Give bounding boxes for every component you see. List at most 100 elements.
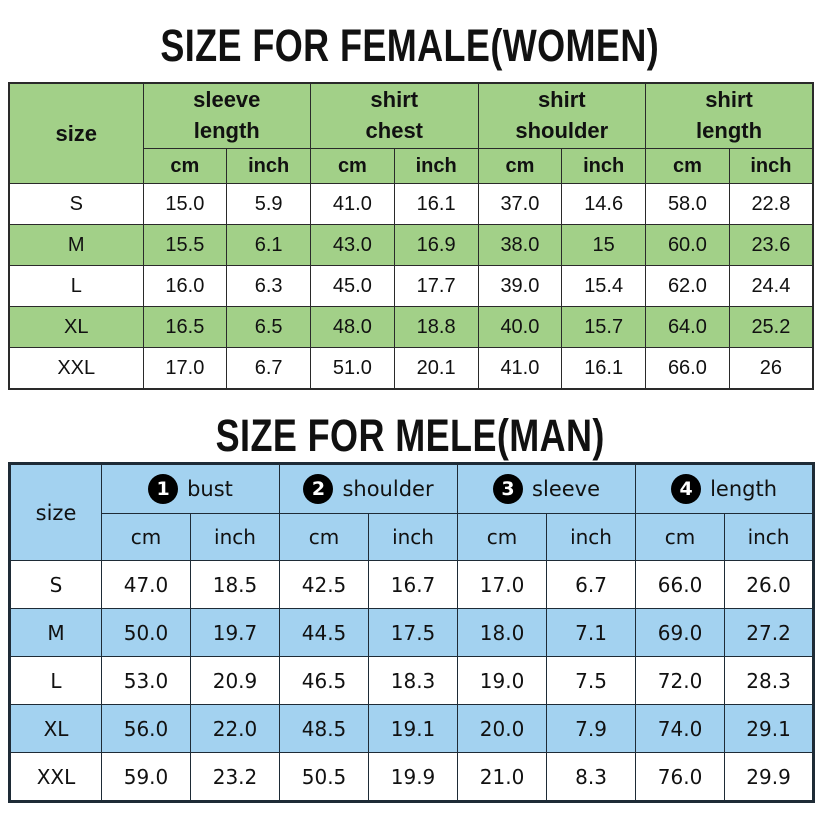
value-cell: 53.0 — [101, 656, 191, 705]
value-cell: 72.0 — [635, 656, 726, 705]
value-cell: 6.5 — [226, 306, 312, 348]
value-cell: 66.0 — [635, 560, 726, 609]
group-label-line: shirt — [705, 87, 753, 113]
male-unit-header-row: cm inch cm inch cm inch cm inch — [10, 513, 815, 561]
unit-header-cm: cm — [310, 148, 395, 184]
unit-header-inch: inch — [189, 513, 281, 561]
female-group-header-shirt-chest: shirt chest — [310, 82, 479, 149]
value-cell: 23.2 — [189, 752, 281, 802]
value-cell: 60.0 — [645, 224, 730, 266]
value-cell: 18.0 — [457, 608, 548, 657]
value-cell: 8.3 — [546, 752, 637, 802]
size-label: S — [8, 183, 144, 225]
unit-header-inch: inch — [546, 513, 637, 561]
value-cell: 15.4 — [561, 265, 647, 307]
value-cell: 37.0 — [477, 183, 563, 225]
value-cell: 6.3 — [226, 265, 312, 307]
value-cell: 64.0 — [645, 306, 730, 348]
group-label-line: length — [193, 118, 260, 143]
value-cell: 25.2 — [728, 306, 814, 348]
value-cell: 29.1 — [724, 704, 815, 753]
female-size-table: size sleeve length shirt chest shirt sho… — [8, 82, 815, 390]
female-table-title-text: SIZE FOR FEMALE(WOMEN) — [160, 20, 660, 71]
value-cell: 20.9 — [189, 656, 281, 705]
unit-header-cm: cm — [142, 148, 228, 184]
value-cell: 6.1 — [226, 224, 312, 266]
unit-header-inch: inch — [724, 513, 815, 561]
group-label-line: length — [696, 118, 763, 143]
female-table-title: SIZE FOR FEMALE(WOMEN) — [0, 20, 820, 72]
male-row-xxl: XXL 59.0 23.2 50.5 19.9 21.0 8.3 76.0 29… — [9, 752, 815, 802]
group-label: sleeve — [532, 477, 601, 501]
value-cell: 42.5 — [279, 560, 370, 609]
value-cell: 46.5 — [279, 656, 370, 705]
value-cell: 16.5 — [142, 306, 228, 348]
group-label-line: chest — [365, 118, 424, 143]
value-cell: 48.0 — [310, 306, 395, 348]
unit-header-inch: inch — [561, 148, 647, 184]
value-cell: 18.3 — [368, 656, 459, 705]
value-cell: 17.7 — [393, 265, 479, 307]
male-row-m: M 50.0 19.7 44.5 17.5 18.0 7.1 69.0 27.2 — [9, 608, 815, 657]
value-cell: 19.7 — [189, 608, 281, 657]
male-group-header-bust: 1 bust — [100, 463, 281, 514]
value-cell: 48.5 — [279, 704, 370, 753]
group-label-line: shirt — [537, 87, 586, 113]
female-row-xl: XL 16.5 6.5 48.0 18.8 40.0 15.7 64.0 25.… — [8, 306, 814, 348]
value-cell: 18.5 — [189, 560, 281, 609]
size-label: L — [9, 656, 102, 705]
female-group-header-row: size sleeve length shirt chest shirt sho… — [8, 82, 814, 184]
male-table-title: SIZE FOR MELE(MAN) — [0, 410, 820, 462]
circled-number-4-icon: 4 — [671, 474, 702, 504]
value-cell: 44.5 — [279, 608, 370, 657]
value-cell: 38.0 — [477, 224, 563, 266]
unit-header-inch: inch — [728, 148, 814, 184]
size-label: M — [9, 608, 102, 657]
unit-header-cm: cm — [645, 148, 730, 184]
group-label: length — [710, 477, 777, 501]
value-cell: 17.5 — [368, 608, 459, 657]
male-group-header-row: size 1 bust 2 shoulder 3 sleeve 4 length — [9, 463, 815, 561]
value-cell: 5.9 — [226, 183, 312, 225]
value-cell: 19.0 — [457, 656, 548, 705]
female-row-m: M 15.5 6.1 43.0 16.9 38.0 15 60.0 23.6 — [8, 224, 814, 266]
value-cell: 16.0 — [142, 265, 228, 307]
value-cell: 26 — [728, 347, 814, 390]
value-cell: 15.5 — [142, 224, 228, 266]
value-cell: 16.9 — [393, 224, 479, 266]
group-label-line: shoulder — [515, 118, 609, 143]
value-cell: 51.0 — [310, 347, 395, 390]
value-cell: 14.6 — [561, 183, 647, 225]
group-label-line: sleeve — [193, 87, 261, 113]
value-cell: 26.0 — [724, 560, 815, 609]
group-label: shoulder — [342, 477, 434, 501]
size-label: M — [8, 224, 144, 266]
male-row-s: S 47.0 18.5 42.5 16.7 17.0 6.7 66.0 26.0 — [9, 560, 815, 609]
size-label: XL — [8, 306, 144, 348]
male-group-header-shoulder: 2 shoulder — [279, 463, 459, 514]
female-row-l: L 16.0 6.3 45.0 17.7 39.0 15.4 62.0 24.4 — [8, 265, 814, 307]
unit-header-inch: inch — [368, 513, 459, 561]
value-cell: 41.0 — [310, 183, 395, 225]
value-cell: 58.0 — [645, 183, 730, 225]
size-label: XXL — [9, 752, 102, 802]
value-cell: 15.0 — [142, 183, 228, 225]
value-cell: 15 — [561, 224, 647, 266]
female-row-xxl: XXL 17.0 6.7 51.0 20.1 41.0 16.1 66.0 26 — [8, 347, 814, 390]
circled-number-1-icon: 1 — [148, 474, 179, 504]
value-cell: 47.0 — [101, 560, 191, 609]
value-cell: 76.0 — [635, 752, 726, 802]
female-group-header-shirt-length: shirt length — [645, 82, 814, 149]
value-cell: 28.3 — [724, 656, 815, 705]
value-cell: 20.0 — [457, 704, 548, 753]
value-cell: 59.0 — [101, 752, 191, 802]
male-row-xl: XL 56.0 22.0 48.5 19.1 20.0 7.9 74.0 29.… — [9, 704, 815, 753]
value-cell: 50.0 — [101, 608, 191, 657]
unit-header-inch: inch — [226, 148, 312, 184]
value-cell: 7.1 — [546, 608, 637, 657]
value-cell: 7.5 — [546, 656, 637, 705]
value-cell: 66.0 — [645, 347, 730, 390]
female-group-header-shirt-shoulder: shirt shoulder — [477, 82, 647, 149]
value-cell: 18.8 — [393, 306, 479, 348]
size-label: XL — [9, 704, 102, 753]
